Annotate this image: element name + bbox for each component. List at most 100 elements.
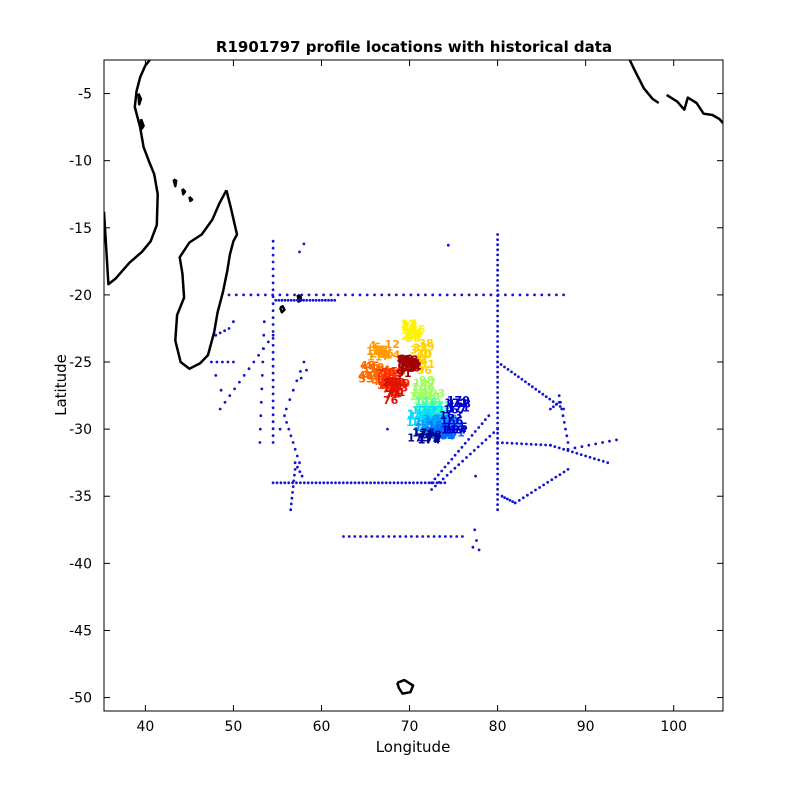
- y-tick-label: -25: [69, 355, 92, 371]
- profile-marker: 176: [412, 427, 435, 440]
- profile-marker: 11: [367, 350, 382, 363]
- historical-point: [565, 434, 569, 438]
- profile-marker: 43: [363, 369, 378, 382]
- profile-marker: 132: [416, 404, 439, 417]
- profile-marker: 90: [400, 355, 416, 368]
- profile-marker: 140: [421, 422, 444, 435]
- historical-point: [310, 481, 314, 485]
- x-axis-ticks: 40 50 60 70 80 90 100: [136, 60, 687, 735]
- historical-point: [496, 258, 499, 262]
- profile-marker: 10: [376, 344, 392, 357]
- historical-point: [271, 288, 275, 292]
- historical-point: [446, 243, 450, 247]
- historical-point: [594, 442, 598, 446]
- profile-marker: 170: [447, 394, 470, 407]
- historical-point: [499, 363, 503, 366]
- profile-marker: 86: [405, 362, 421, 375]
- historical-point: [503, 496, 506, 499]
- profile-marker: 50: [372, 368, 388, 381]
- historical-point: [260, 374, 264, 377]
- historical-point: [271, 427, 275, 431]
- x-tick-label: 50: [225, 719, 243, 735]
- profile-marker: 19: [407, 328, 422, 341]
- historical-point: [443, 465, 447, 469]
- historical-point: [214, 374, 218, 377]
- profile-marker: 40: [417, 348, 433, 361]
- historical-point: [445, 293, 449, 297]
- coastline: [278, 305, 286, 314]
- historical-point: [430, 481, 433, 485]
- profile-marker: 34: [413, 354, 429, 367]
- profile-marker: 98: [419, 374, 434, 387]
- historical-point: [293, 461, 297, 465]
- historical-point: [290, 496, 294, 500]
- profile-marker: 97: [413, 391, 428, 404]
- historical-point: [317, 298, 321, 302]
- historical-point: [562, 421, 566, 424]
- profile-marker: 107: [413, 376, 436, 389]
- profile-marker: 93: [400, 362, 415, 375]
- historical-point: [252, 360, 256, 364]
- historical-point: [271, 267, 275, 271]
- historical-point: [404, 535, 408, 538]
- historical-point: [285, 421, 288, 424]
- historical-point: [344, 293, 347, 297]
- historical-point: [530, 385, 534, 389]
- profile-marker: 158: [431, 427, 454, 440]
- historical-point: [361, 481, 365, 485]
- y-tick-label: -20: [69, 288, 92, 304]
- historical-point: [496, 309, 499, 313]
- profile-marker: 47: [372, 368, 387, 381]
- historical-point: [271, 323, 275, 326]
- historical-point: [279, 481, 283, 485]
- x-tick-label: 60: [313, 719, 331, 735]
- historical-point: [571, 450, 574, 454]
- profile-marker: 124: [411, 416, 434, 429]
- profile-marker: 126: [409, 409, 432, 422]
- historical-point: [500, 494, 504, 498]
- historical-point: [416, 293, 420, 297]
- historical-point: [370, 535, 374, 538]
- historical-point: [544, 443, 547, 447]
- historical-point: [271, 333, 275, 337]
- historical-point: [271, 330, 275, 333]
- profile-marker: 112: [415, 408, 438, 421]
- historical-point: [373, 293, 376, 297]
- historical-point: [496, 273, 499, 277]
- historical-point: [242, 374, 246, 377]
- historical-point: [496, 503, 499, 506]
- profile-marker: 136: [435, 416, 458, 429]
- profile-marker: 67: [390, 378, 405, 391]
- historical-point: [470, 434, 474, 437]
- historical-data-points: [210, 233, 618, 552]
- historical-point: [564, 427, 567, 431]
- profile-marker: 115: [419, 411, 442, 424]
- historical-point: [496, 457, 499, 461]
- historical-point: [529, 442, 533, 446]
- historical-point: [453, 453, 457, 457]
- profile-marker: 87: [397, 357, 412, 370]
- historical-point: [475, 539, 478, 542]
- y-tick-label: -40: [69, 556, 92, 572]
- historical-point: [232, 320, 235, 324]
- profile-marker: 85: [397, 353, 412, 366]
- profile-marker: 133: [419, 422, 442, 435]
- profile-marker: 104: [409, 390, 432, 403]
- profile-marker: 49: [369, 361, 384, 374]
- historical-point: [453, 466, 457, 470]
- historical-point: [430, 488, 433, 491]
- profile-marker: 174: [418, 434, 441, 447]
- x-tick-label: 40: [136, 719, 154, 735]
- historical-point: [469, 452, 472, 456]
- historical-point: [566, 468, 570, 471]
- historical-point: [496, 314, 499, 318]
- profile-marker: 135: [440, 418, 463, 431]
- historical-point: [597, 458, 601, 462]
- historical-point: [496, 355, 499, 359]
- historical-point: [388, 481, 392, 485]
- historical-point: [496, 421, 499, 425]
- profile-marker: 103: [422, 387, 445, 400]
- historical-point: [358, 293, 362, 297]
- historical-point: [436, 473, 440, 477]
